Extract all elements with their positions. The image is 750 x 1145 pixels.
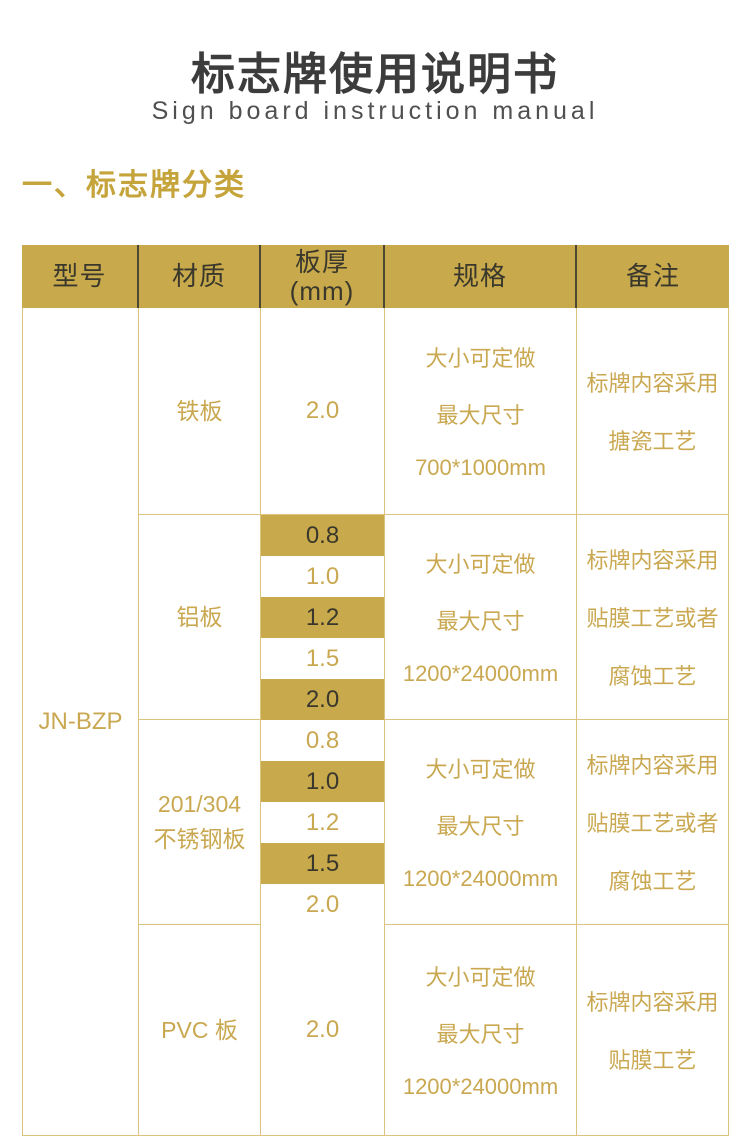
spec-line: 大小可定做: [425, 346, 536, 371]
spec-cell-stainless: 大小可定做 最大尺寸 1200*24000mm: [385, 720, 577, 925]
material-cell-aluminum: 铝板: [139, 515, 261, 720]
thickness-cell: 1.0: [261, 761, 384, 802]
page-subtitle: Sign board instruction manual: [151, 97, 599, 125]
spec-line: 大小可定做: [425, 757, 536, 782]
spec-line: 最大尺寸: [436, 814, 525, 839]
spec-line: 最大尺寸: [436, 1022, 525, 1047]
section-heading: 一、标志牌分类: [22, 169, 246, 202]
spec-line: 1200*24000mm: [402, 866, 559, 891]
note-line: 腐蚀工艺: [608, 664, 697, 689]
spec-line: 1200*24000mm: [402, 661, 559, 686]
note-line: 搪瓷工艺: [608, 429, 697, 454]
note-line: 贴膜工艺: [608, 1048, 697, 1073]
note-line: 贴膜工艺或者: [586, 811, 719, 836]
classification-table: 型号 材质 板厚 (mm) 规格 备注 JN-BZP 铁板 2.0 大小可定做 …: [22, 245, 729, 1136]
thickness-cell-pvc: 2.0: [261, 925, 385, 1136]
spec-line: 最大尺寸: [436, 609, 525, 634]
thickness-cell: 1.0: [261, 556, 384, 597]
spec-line: 大小可定做: [425, 552, 536, 577]
note-cell-iron: 标牌内容采用 搪瓷工艺: [577, 308, 729, 515]
note-line: 标牌内容采用: [586, 990, 719, 1015]
col-header-note: 备注: [577, 245, 729, 308]
thickness-cell: 0.8: [261, 720, 384, 761]
col-header-model: 型号: [22, 245, 139, 308]
thickness-cell: 1.2: [261, 802, 384, 843]
note-cell-pvc: 标牌内容采用 贴膜工艺: [577, 925, 729, 1136]
material-cell-iron: 铁板: [139, 308, 261, 515]
thickness-cell: 1.2: [261, 597, 384, 638]
note-line: 贴膜工艺或者: [586, 606, 719, 631]
note-cell-stainless: 标牌内容采用 贴膜工艺或者 腐蚀工艺: [577, 720, 729, 925]
page-title: 标志牌使用说明书: [191, 50, 559, 99]
col-header-thickness: 板厚 (mm): [261, 245, 385, 308]
material-cell-stainless: 201/304 不锈钢板: [139, 720, 261, 925]
spec-line: 最大尺寸: [436, 403, 525, 428]
note-line: 标牌内容采用: [586, 753, 719, 778]
thickness-group-stainless: 0.8 1.0 1.2 1.5 2.0: [261, 720, 385, 925]
col-header-material: 材质: [139, 245, 261, 308]
thickness-group-aluminum: 0.8 1.0 1.2 1.5 2.0: [261, 515, 385, 720]
spec-cell-pvc: 大小可定做 最大尺寸 1200*24000mm: [385, 925, 577, 1136]
spec-line: 1200*24000mm: [402, 1074, 559, 1099]
thickness-cell: 1.5: [261, 638, 384, 679]
note-line: 标牌内容采用: [586, 548, 719, 573]
col-header-spec: 规格: [385, 245, 577, 308]
thickness-cell: 2.0: [261, 679, 384, 720]
note-line: 腐蚀工艺: [608, 869, 697, 894]
note-line: 标牌内容采用: [586, 371, 719, 396]
thickness-cell: 1.5: [261, 843, 384, 884]
thickness-cell-iron: 2.0: [261, 308, 385, 515]
material-cell-pvc: PVC 板: [139, 925, 261, 1136]
spec-line: 700*1000mm: [415, 455, 546, 480]
spec-line: 大小可定做: [425, 965, 536, 990]
spec-cell-iron: 大小可定做 最大尺寸 700*1000mm: [385, 308, 577, 515]
note-cell-aluminum: 标牌内容采用 贴膜工艺或者 腐蚀工艺: [577, 515, 729, 720]
thickness-cell: 0.8: [261, 515, 384, 556]
spec-cell-aluminum: 大小可定做 最大尺寸 1200*24000mm: [385, 515, 577, 720]
model-cell: JN-BZP: [22, 308, 139, 1136]
thickness-cell: 2.0: [261, 884, 384, 925]
